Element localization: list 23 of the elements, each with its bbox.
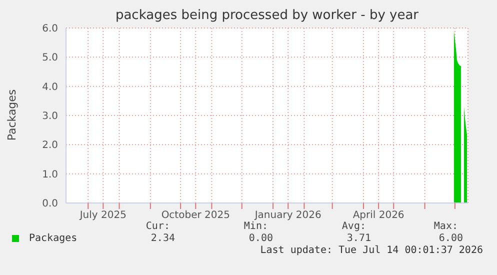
text: 0.00	[248, 233, 273, 244]
x-tick-label: October 2025	[161, 210, 230, 222]
y-tick-label: 3.0	[42, 111, 58, 122]
text: 2.34	[150, 233, 175, 244]
text: 3.71	[346, 233, 371, 244]
y-tick-label: 0.0	[42, 198, 58, 210]
y-tick-label: 5.0	[42, 52, 58, 64]
x-tick-label: January 2026	[254, 210, 322, 222]
text: Cur:	[144, 221, 170, 232]
y-tick-label: 6.0	[42, 24, 58, 35]
x-tick-label: July 2025	[78, 210, 126, 222]
y-tick-label: 4.0	[42, 82, 58, 93]
text: 6.00	[438, 233, 463, 244]
chart-title: packages being processed by worker - by year	[114, 8, 420, 23]
text: Avg:	[340, 221, 366, 232]
text: Max:	[432, 221, 458, 232]
x-tick-label: April 2026	[352, 210, 404, 222]
y-tick-label: 1.0	[42, 169, 58, 180]
legend-label: Packages	[28, 233, 78, 244]
y-axis-title: Packages	[6, 89, 18, 141]
text: Last update: Tue Jul 14 00:01:37 2026	[260, 245, 483, 256]
y-tick-label: 2.0	[42, 140, 58, 152]
text: Min:	[242, 221, 268, 232]
